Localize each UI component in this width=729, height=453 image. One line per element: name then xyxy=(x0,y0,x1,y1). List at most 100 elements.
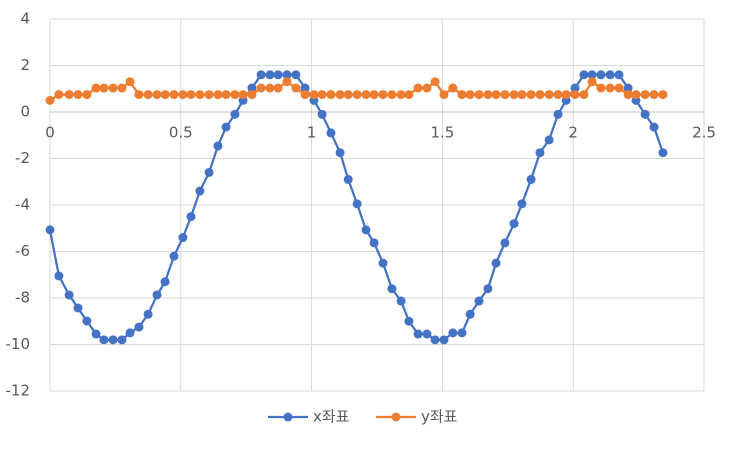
data-point xyxy=(500,238,510,248)
x-tick-label: 2.5 xyxy=(692,124,716,142)
data-point xyxy=(614,70,624,80)
data-point xyxy=(335,90,345,100)
data-point xyxy=(561,90,571,100)
data-point xyxy=(439,90,449,100)
data-point xyxy=(448,328,458,338)
data-point xyxy=(317,90,327,100)
data-point xyxy=(483,90,493,100)
data-point xyxy=(186,212,196,222)
data-point xyxy=(579,70,589,80)
data-point xyxy=(91,329,101,339)
data-point xyxy=(221,90,231,100)
data-point xyxy=(343,174,353,184)
data-point xyxy=(570,90,580,100)
data-point xyxy=(430,77,440,87)
data-point xyxy=(54,271,64,281)
data-point xyxy=(544,90,554,100)
data-point xyxy=(230,90,240,100)
x-tick-label: 1 xyxy=(307,124,317,142)
data-point xyxy=(553,90,563,100)
data-point xyxy=(282,70,292,80)
data-point xyxy=(204,167,214,177)
data-point xyxy=(247,90,257,100)
data-point xyxy=(99,83,109,93)
data-point xyxy=(509,90,519,100)
data-point xyxy=(640,109,650,119)
data-point xyxy=(143,309,153,319)
data-point xyxy=(517,199,527,209)
data-point xyxy=(273,70,283,80)
data-point xyxy=(352,199,362,209)
data-point xyxy=(483,284,493,294)
data-point xyxy=(378,90,388,100)
x-tick-label: 1.5 xyxy=(430,124,454,142)
data-point xyxy=(457,90,467,100)
data-point xyxy=(448,83,458,93)
data-point xyxy=(526,174,536,184)
data-point xyxy=(658,148,668,158)
data-point xyxy=(378,258,388,268)
data-point xyxy=(195,186,205,196)
data-point xyxy=(526,90,536,100)
data-point xyxy=(265,70,275,80)
y-tick-label: -10 xyxy=(6,335,31,353)
data-point xyxy=(117,335,127,345)
data-point xyxy=(544,135,554,145)
data-point xyxy=(317,109,327,119)
data-point xyxy=(579,90,589,100)
data-point xyxy=(73,90,83,100)
data-point xyxy=(422,83,432,93)
data-point xyxy=(491,258,501,268)
data-point xyxy=(73,303,83,313)
data-point xyxy=(169,90,179,100)
data-point xyxy=(125,328,135,338)
data-point xyxy=(300,90,310,100)
y-tick-label: -4 xyxy=(15,196,30,214)
data-point xyxy=(623,83,633,93)
data-point xyxy=(517,90,527,100)
x-tick-label: 2 xyxy=(568,124,578,142)
data-point xyxy=(160,90,170,100)
y-tick-label: 0 xyxy=(20,103,30,121)
data-point xyxy=(230,109,240,119)
data-point xyxy=(623,90,633,100)
data-point xyxy=(117,83,127,93)
data-point xyxy=(631,90,641,100)
data-point xyxy=(413,329,423,339)
data-point xyxy=(91,83,101,93)
data-point xyxy=(457,328,467,338)
data-point xyxy=(352,90,362,100)
data-point xyxy=(45,95,55,105)
data-point xyxy=(213,90,223,100)
data-point xyxy=(587,70,597,80)
data-point xyxy=(108,335,118,345)
data-point xyxy=(396,296,406,306)
data-point xyxy=(413,83,423,93)
data-point xyxy=(178,233,188,243)
data-point xyxy=(108,83,118,93)
data-point xyxy=(125,77,135,87)
data-point xyxy=(291,70,301,80)
data-point xyxy=(509,219,519,229)
data-point xyxy=(430,335,440,345)
data-point xyxy=(99,335,109,345)
data-point xyxy=(396,90,406,100)
data-point xyxy=(369,238,379,248)
data-point xyxy=(361,225,371,235)
data-point xyxy=(82,90,92,100)
data-point xyxy=(82,316,92,326)
data-point xyxy=(54,90,64,100)
y-tick-label: -2 xyxy=(15,149,30,167)
data-point xyxy=(221,122,231,132)
data-point xyxy=(404,90,414,100)
data-point xyxy=(535,148,545,158)
x-tick-label: 0.5 xyxy=(169,124,193,142)
data-point xyxy=(186,90,196,100)
data-point xyxy=(369,90,379,100)
data-point xyxy=(152,290,162,300)
data-point xyxy=(64,290,74,300)
data-point xyxy=(553,109,563,119)
data-point xyxy=(300,83,310,93)
data-point xyxy=(326,128,336,138)
data-point xyxy=(256,83,266,93)
